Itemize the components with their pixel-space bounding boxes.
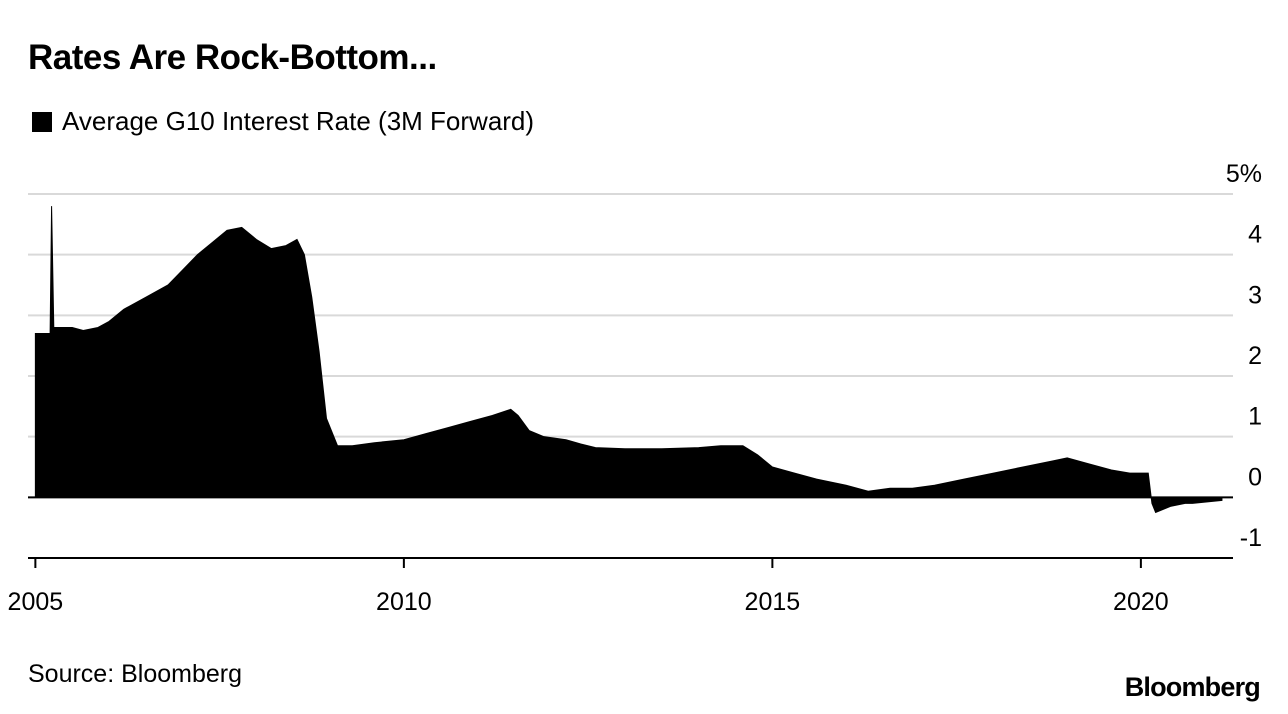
x-tick-label: 2010 bbox=[376, 588, 432, 616]
y-tick-label: -1 bbox=[1240, 524, 1262, 552]
series-layer bbox=[34, 206, 1223, 514]
y-tick-label: 0 bbox=[1248, 463, 1262, 491]
legend-label: Average G10 Interest Rate (3M Forward) bbox=[62, 106, 535, 136]
bloomberg-logo: Bloomberg bbox=[1124, 672, 1261, 702]
legend: Average G10 Interest Rate (3M Forward) bbox=[32, 106, 534, 137]
x-tick-label: 2020 bbox=[1113, 588, 1169, 616]
x-tick-label: 2015 bbox=[745, 588, 801, 616]
y-tick-label: 3 bbox=[1248, 281, 1262, 309]
axes: 5% 4 3 2 1 0 -1 2005 2010 2015 2020 bbox=[8, 160, 1263, 616]
series-area bbox=[34, 206, 1223, 514]
chart-title: Rates Are Rock-Bottom... bbox=[28, 38, 437, 77]
y-tick-label: 2 bbox=[1248, 342, 1262, 370]
y-tick-label: 5% bbox=[1226, 160, 1262, 188]
legend-swatch bbox=[32, 111, 52, 132]
source-note: Source: Bloomberg bbox=[28, 660, 243, 688]
y-tick-label: 1 bbox=[1248, 403, 1262, 431]
x-tick-label: 2005 bbox=[8, 588, 64, 616]
y-tick-label: 4 bbox=[1248, 221, 1262, 249]
